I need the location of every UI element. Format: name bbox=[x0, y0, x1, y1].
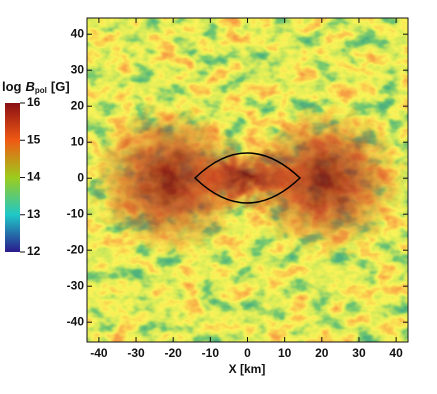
colorbar-tick-label: 14 bbox=[27, 170, 41, 184]
x-tick-label: -40 bbox=[90, 346, 108, 360]
y-tick-label: 20 bbox=[71, 98, 85, 112]
y-tick-label: 10 bbox=[71, 134, 85, 148]
x-tick-label: 0 bbox=[244, 346, 251, 360]
y-tick-label: -40 bbox=[67, 314, 85, 328]
x-tick-label: 20 bbox=[315, 346, 329, 360]
colorbar-tick-label: 15 bbox=[27, 132, 41, 146]
field-image bbox=[87, 18, 408, 342]
y-tick-label: -20 bbox=[67, 242, 85, 256]
x-tick-label: 10 bbox=[278, 346, 292, 360]
colorbar-tick-label: 13 bbox=[27, 207, 41, 221]
y-tick-label: 0 bbox=[77, 170, 84, 184]
contour bbox=[193, 152, 302, 204]
colorbar-tick-label: 16 bbox=[27, 95, 41, 109]
y-tick-label: 40 bbox=[71, 26, 85, 40]
colorbar bbox=[5, 103, 20, 252]
y-tick-label: 30 bbox=[71, 62, 85, 76]
x-tick-label: 40 bbox=[389, 346, 403, 360]
colorbar-tick-label: 12 bbox=[27, 244, 41, 258]
y-tick-label: -30 bbox=[67, 278, 85, 292]
x-tick-label: 30 bbox=[352, 346, 366, 360]
y-tick-label: -10 bbox=[67, 206, 85, 220]
x-tick-label: -30 bbox=[127, 346, 145, 360]
colorbar-label: log Bpol [G] bbox=[2, 79, 70, 95]
x-tick-label: -20 bbox=[165, 346, 183, 360]
x-axis-label: X [km] bbox=[229, 362, 266, 376]
x-tick-label: -10 bbox=[202, 346, 220, 360]
